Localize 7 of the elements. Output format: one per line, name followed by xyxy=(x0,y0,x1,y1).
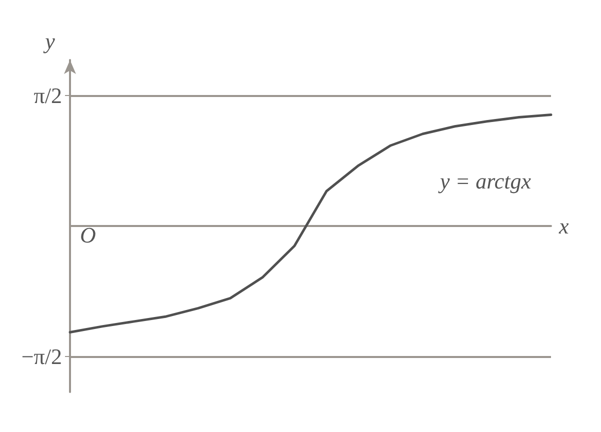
line-series xyxy=(68,114,552,334)
y-tick-label: −π/2 xyxy=(21,344,62,369)
y-tick-label: π/2 xyxy=(34,83,62,108)
annotation: O xyxy=(80,222,96,248)
x-axis-title: x xyxy=(558,214,569,238)
annotation: y = arctgx xyxy=(438,168,532,194)
y-axis-title: y xyxy=(43,28,56,54)
